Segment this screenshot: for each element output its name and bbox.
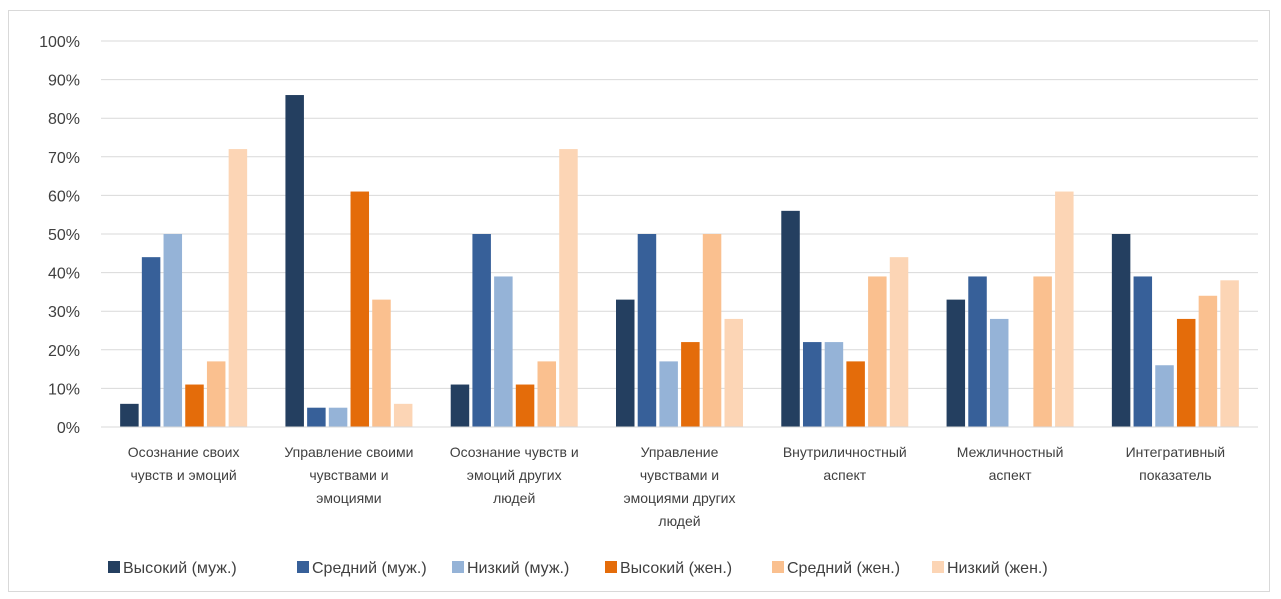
bar <box>450 384 470 427</box>
bar <box>163 234 183 427</box>
bar <box>802 342 822 427</box>
y-tick-label: 40% <box>48 266 80 283</box>
legend-swatch <box>297 561 309 573</box>
category-label: эмоций других <box>467 467 562 483</box>
bar <box>824 342 844 427</box>
bar <box>1220 280 1239 427</box>
bar <box>559 149 578 427</box>
bar <box>868 276 887 427</box>
y-tick-label: 10% <box>48 381 80 398</box>
bar <box>1155 365 1174 427</box>
legend-label: Низкий (муж.) <box>467 560 569 577</box>
bar <box>120 403 139 427</box>
bar <box>946 299 966 427</box>
bar <box>228 149 248 427</box>
bar <box>328 407 348 427</box>
bar <box>1111 234 1131 427</box>
category-label: аспект <box>989 467 1032 483</box>
bar <box>372 299 391 427</box>
bar <box>1176 318 1196 427</box>
category-label: Осознание чувств и <box>450 444 579 460</box>
legend-label: Средний (муж.) <box>312 560 427 577</box>
category-label: Внутриличностный <box>783 444 907 460</box>
category-label: Управление <box>641 444 719 460</box>
category-label: людей <box>493 490 535 506</box>
category-label: аспект <box>823 467 866 483</box>
legend: Высокий (муж.) Средний (муж.) Низкий (муж.… <box>108 560 1048 577</box>
bar <box>681 342 700 427</box>
y-axis-ticks: 0% 10% 20% 30% 40% 50% 60% 70% 80% 90% 100% <box>39 34 80 437</box>
bar <box>702 234 722 427</box>
bar <box>206 361 226 427</box>
legend-label: Высокий (жен.) <box>620 560 732 577</box>
legend-swatch <box>932 561 944 573</box>
y-tick-label: 50% <box>48 227 80 244</box>
legend-swatch <box>605 561 617 573</box>
y-tick-label: 30% <box>48 304 80 321</box>
category-label: чувствами и <box>309 467 388 483</box>
bar <box>185 384 204 427</box>
bar <box>659 361 678 427</box>
bar <box>637 234 657 427</box>
bar <box>1198 295 1218 427</box>
category-label: Осознание своих <box>128 444 240 460</box>
legend-swatch <box>772 561 784 573</box>
bar <box>307 407 326 427</box>
bar <box>494 276 513 427</box>
category-label: Межличностный <box>957 444 1064 460</box>
bar <box>889 257 909 427</box>
bar <box>968 276 987 427</box>
bar <box>989 318 1009 427</box>
gridlines <box>101 40 1258 389</box>
y-tick-label: 70% <box>48 150 80 167</box>
y-tick-label: 100% <box>39 34 80 51</box>
bar <box>616 299 635 427</box>
bar <box>515 384 535 427</box>
bar <box>393 403 413 427</box>
bar <box>472 234 491 427</box>
bar <box>846 361 865 427</box>
bar <box>1133 276 1153 427</box>
category-label: Интегративный <box>1126 444 1226 460</box>
y-tick-label: 20% <box>48 343 80 360</box>
category-label: эмоциями <box>316 490 381 506</box>
category-label: эмоциями других <box>623 490 735 506</box>
bar <box>537 361 557 427</box>
y-tick-label: 90% <box>48 73 80 90</box>
y-tick-label: 80% <box>48 111 80 128</box>
category-label: показатель <box>1139 467 1211 483</box>
bar <box>350 191 370 427</box>
category-labels: Осознание своих чувств и эмоций Управление… <box>128 444 1225 529</box>
bar <box>1055 191 1074 427</box>
category-label: чувств и эмоций <box>131 467 237 483</box>
bar <box>141 257 161 427</box>
legend-label: Высокий (муж.) <box>123 560 237 577</box>
legend-label: Низкий (жен.) <box>947 560 1048 577</box>
bar <box>724 318 743 427</box>
category-label: Управление своими <box>284 444 413 460</box>
bar <box>285 95 304 427</box>
legend-swatch <box>452 561 464 573</box>
bars <box>120 95 1239 427</box>
category-label: людей <box>658 513 700 529</box>
legend-swatch <box>108 561 120 573</box>
bar <box>1033 276 1052 427</box>
category-label: чувствами и <box>640 467 719 483</box>
bar <box>781 210 800 427</box>
y-tick-label: 60% <box>48 188 80 205</box>
y-tick-label: 0% <box>57 420 80 437</box>
legend-label: Средний (жен.) <box>787 560 900 577</box>
